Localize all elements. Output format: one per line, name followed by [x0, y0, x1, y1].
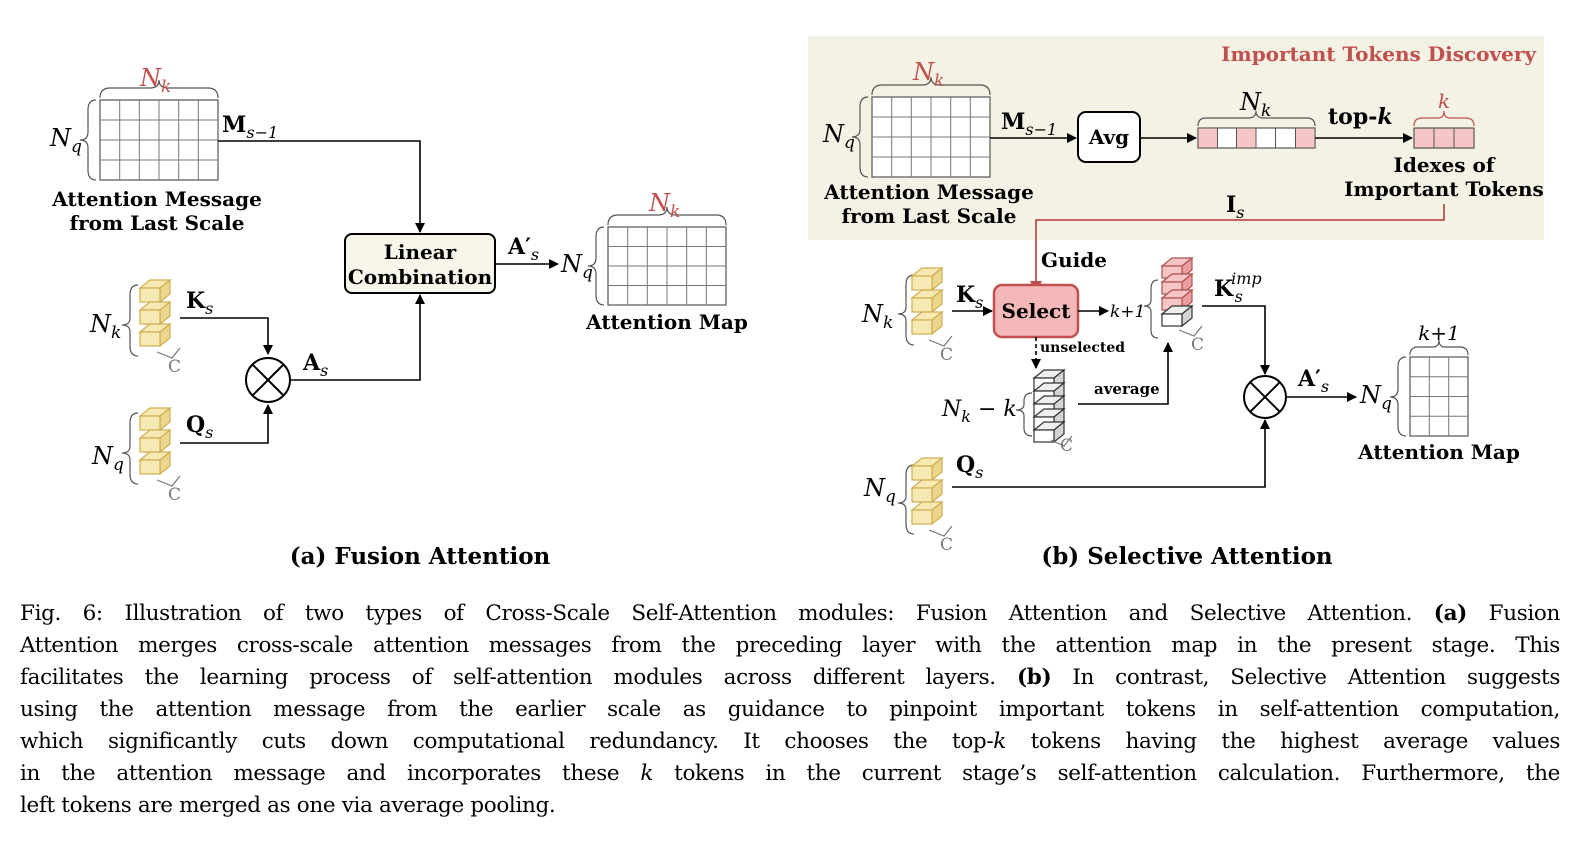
q-label: Qs	[186, 412, 213, 442]
nk-minus-k-label: Nk − k	[941, 397, 1017, 426]
k-plus-1-map-label: k+1	[1418, 321, 1460, 345]
panel-a: Nk Nq Attention Message from Last Scale …	[49, 64, 748, 570]
attention-message-label-2: from Last Scale	[70, 211, 245, 235]
nq-label-map: Nq	[560, 250, 593, 283]
attention-map-grid	[587, 206, 727, 306]
avg-label: Avg	[1088, 125, 1129, 149]
k-token-stack-b	[897, 267, 953, 347]
combination-label: Combination	[348, 265, 493, 289]
figure-canvas: Nk Nq Attention Message from Last Scale …	[49, 36, 1544, 570]
guide-label: Guide	[1041, 248, 1107, 272]
caption-line-6: in the attention message and incorporate…	[20, 761, 1561, 786]
figure-caption: Fig. 6: Illustration of two types of Cro…	[20, 598, 1560, 822]
c-label-imp: C	[1191, 335, 1204, 355]
nq-label-map-b: Nq	[1359, 381, 1392, 414]
linear-label: Linear	[384, 240, 457, 264]
nq-label-q: Nq	[91, 442, 124, 475]
nk-label-b: Nk	[912, 58, 944, 91]
nk-label-map: Nk	[648, 189, 680, 222]
panel-b: Important Tokens Discovery Nk Nq Attenti…	[808, 36, 1544, 570]
m-label-b: Ms−1	[1001, 109, 1057, 139]
nk-label-row: Nk	[1239, 88, 1271, 121]
a-prime-label: A′s	[507, 234, 539, 264]
nq-label-b: Nq	[822, 120, 855, 153]
attention-map-label-b: Attention Map	[1357, 440, 1520, 464]
caption-line-5: which significantly cuts down computatio…	[20, 729, 1561, 754]
nk-label-k: Nk	[89, 310, 121, 343]
attention-message-label-b: Attention Message	[823, 180, 1034, 204]
avg-box	[1077, 111, 1141, 163]
nk-label-kb: Nk	[861, 300, 893, 333]
is-label: Is	[1226, 192, 1245, 222]
indexes-label: Idexes of	[1394, 153, 1496, 177]
nq-label: Nq	[49, 124, 82, 157]
k-label-b: Ks	[956, 282, 983, 312]
c-label-gray: C	[1060, 436, 1073, 456]
panel-a-title: (a) Fusion Attention	[290, 543, 551, 570]
nq-label-qb: Nq	[863, 474, 896, 507]
c-label-k: C	[168, 357, 181, 377]
q-token-stack-b	[897, 457, 953, 537]
caption-line-7: left tokens are merged as one via averag…	[20, 793, 556, 818]
a-label: As	[302, 350, 328, 380]
topk-label: top-k	[1328, 104, 1393, 130]
itd-title: Important Tokens Discovery	[1221, 42, 1537, 66]
c-label-kb: C	[940, 345, 953, 365]
caption-line-3: facilitates the learning process of self…	[20, 665, 1561, 690]
average-label: average	[1094, 380, 1160, 398]
attention-message-label: Attention Message	[51, 187, 262, 211]
attention-message-label-b-2: from Last Scale	[842, 204, 1017, 228]
attention-message-grid	[79, 79, 219, 181]
k-imp-label: Kimp s	[1214, 269, 1262, 306]
important-tokens-label: Important Tokens	[1344, 177, 1544, 201]
q-token-stack	[121, 407, 181, 487]
attention-message-grid-b	[851, 76, 991, 178]
averaged-token-row	[1197, 110, 1316, 149]
multiply-icon	[245, 357, 291, 403]
k-label: Ks	[186, 288, 213, 318]
nk-label: Nk	[139, 64, 171, 97]
caption-line-4: using the attention message from the ear…	[20, 697, 1560, 722]
topk-token-row	[1413, 110, 1475, 149]
q-label-b: Qs	[956, 452, 983, 482]
caption-line-2: Attention merges cross-scale attention m…	[20, 633, 1560, 658]
k-small-label: k	[1438, 89, 1450, 113]
caption-line-1: Fig. 6: Illustration of two types of Cro…	[20, 601, 1560, 626]
k-plus-1-label: k+1	[1110, 302, 1145, 322]
a-prime-label-b: A′s	[1297, 366, 1329, 396]
c-label-qb: C	[940, 535, 953, 555]
unselected-label: unselected	[1040, 340, 1125, 356]
k-token-stack	[121, 279, 181, 359]
m-label: Ms−1	[222, 112, 278, 142]
k-imp-token-stack	[1143, 257, 1203, 339]
panel-b-title: (b) Selective Attention	[1041, 543, 1333, 570]
c-label-q: C	[168, 485, 181, 505]
select-label: Select	[1002, 299, 1072, 323]
unselected-token-stack	[1015, 369, 1073, 447]
attention-map-label: Attention Map	[585, 310, 748, 334]
attention-map-grid-b	[1389, 339, 1469, 437]
multiply-icon-b	[1243, 375, 1287, 419]
